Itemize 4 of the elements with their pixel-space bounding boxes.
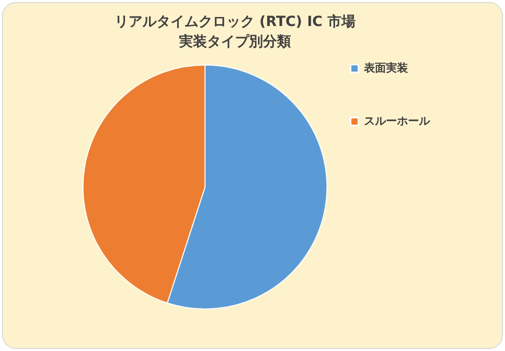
chart-title: リアルタイムクロック (RTC) IC 市場 [114, 13, 356, 30]
chart-subtitle: 実装タイプ別分類 [179, 33, 291, 50]
legend-label: スルーホール [364, 114, 431, 128]
legend-label: 表面実装 [363, 62, 408, 74]
